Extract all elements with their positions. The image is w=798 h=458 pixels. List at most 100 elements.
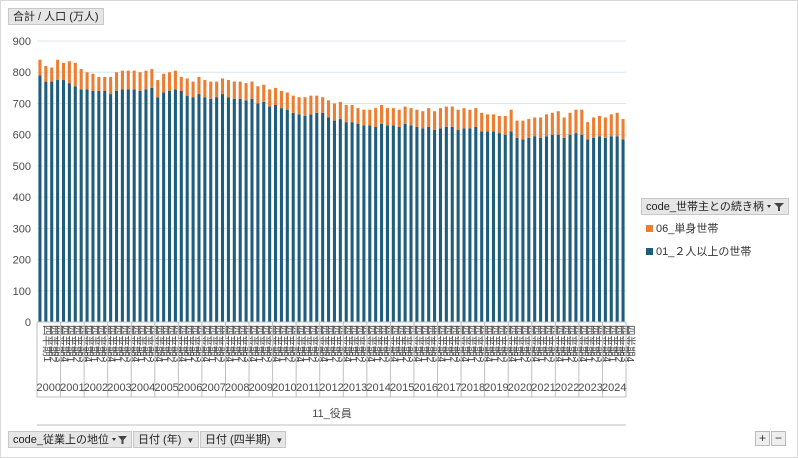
bar-single <box>279 90 283 109</box>
bar-household <box>438 128 442 322</box>
bar-household <box>173 89 177 323</box>
legend-filter-icon[interactable] <box>767 202 785 212</box>
bar-single <box>238 81 242 99</box>
bar-household <box>456 129 460 322</box>
x-tick-quarter: 四半期3 <box>595 325 608 362</box>
value-field-label: 合計 / 人口 (万人) <box>13 11 99 23</box>
bar-household <box>380 123 384 322</box>
bar-single <box>85 72 89 90</box>
bar-household <box>497 133 501 322</box>
x-tick-quarter: 四半期2 <box>235 325 248 362</box>
bar-household <box>427 126 431 322</box>
y-tick-label: 800 <box>13 67 31 79</box>
x-tick-year: 2005 <box>154 382 178 394</box>
bar-single <box>462 108 466 129</box>
x-tick-year: 2007 <box>201 382 225 394</box>
bar-household <box>491 131 496 322</box>
x-tick-quarter: 四半期4 <box>176 325 189 362</box>
x-tick-quarter: 四半期3 <box>547 325 560 362</box>
bar-single <box>226 80 230 98</box>
filter-year[interactable]: 日付 (年) ▼ <box>133 431 199 448</box>
bar-household <box>603 137 607 322</box>
bar-single <box>385 108 389 126</box>
bar-household <box>321 112 325 322</box>
value-field-button[interactable]: 合計 / 人口 (万人) <box>8 8 104 25</box>
bar-household <box>120 89 124 323</box>
x-tick-quarter: 四半期2 <box>259 325 272 362</box>
x-tick-quarter: 四半期1 <box>112 325 125 362</box>
legend-item-single[interactable]: 06_単身世帯 <box>646 220 718 236</box>
bar-single <box>244 83 248 101</box>
bar-household <box>279 108 283 322</box>
bar-single <box>232 81 236 99</box>
x-tick-year: 2003 <box>107 382 131 394</box>
x-tick-year: 2015 <box>390 382 414 394</box>
bar-single <box>380 105 384 124</box>
y-tick-label: 100 <box>13 286 31 298</box>
bar-household <box>97 90 101 322</box>
bar-single <box>150 69 154 88</box>
x-tick-quarter: 四半期3 <box>194 325 207 362</box>
x-axis-group-label: 11_役員 <box>312 406 352 420</box>
x-tick-quarter: 四半期1 <box>206 325 219 362</box>
filter-employment-status[interactable]: code_従業上の地位 <box>8 431 132 448</box>
bar-household <box>109 94 113 322</box>
legend-field-button[interactable]: code_世帯主との続き柄 <box>641 198 789 215</box>
bar-single <box>215 81 219 98</box>
bar-single <box>592 117 596 138</box>
bar-single <box>503 115 507 135</box>
bar-household <box>415 126 419 322</box>
x-tick-quarter: 四半期1 <box>300 325 313 362</box>
y-tick-label: 900 <box>13 36 31 48</box>
bar-single <box>126 70 130 90</box>
bar-single <box>438 108 442 129</box>
x-tick-quarter: 四半期3 <box>147 325 160 362</box>
collapse-button[interactable]: − <box>771 431 786 446</box>
x-tick-year: 2008 <box>225 382 249 394</box>
x-tick-year: 2023 <box>578 382 602 394</box>
x-tick-quarter: 四半期2 <box>94 325 107 362</box>
bar-household <box>114 90 119 322</box>
bar-household <box>568 134 572 322</box>
bar-household <box>232 98 236 322</box>
filter-quarter[interactable]: 日付 (四半期) ▼ <box>200 431 286 448</box>
bar-single <box>486 114 490 132</box>
bar-single <box>156 80 160 98</box>
x-tick-year: 2014 <box>366 382 390 394</box>
plus-icon: + <box>758 431 766 445</box>
bar-single <box>262 84 266 102</box>
bar-household <box>179 90 183 322</box>
bar-household <box>556 134 560 322</box>
bar-household <box>480 131 484 322</box>
x-tick-quarter: 四半期1 <box>253 325 266 362</box>
x-tick-quarter: 四半期1 <box>135 325 148 362</box>
bar-household <box>503 134 507 322</box>
x-tick-quarter: 四半期1 <box>88 325 101 362</box>
x-tick-quarter: 四半期3 <box>123 325 136 362</box>
legend-swatch-household <box>646 247 653 255</box>
x-tick-quarter: 四半期1 <box>371 325 384 362</box>
legend-item-household[interactable]: 01_２人以上の世帯 <box>646 243 751 259</box>
bar-single <box>185 78 189 96</box>
x-axis-ticks: 四半期1四半期2四半期3四半期4四半期1四半期2四半期3四半期4四半期1四半期2… <box>36 321 637 426</box>
bar-household <box>362 125 366 322</box>
bar-single <box>332 103 336 121</box>
bar-single <box>144 70 148 90</box>
bar-single <box>539 117 543 138</box>
expand-button[interactable]: + <box>755 431 770 446</box>
x-tick-quarter: 四半期2 <box>70 325 83 362</box>
x-tick-quarter: 四半期4 <box>600 325 613 362</box>
x-tick-quarter: 四半期3 <box>430 325 443 362</box>
bar-household <box>215 97 219 322</box>
bar-single <box>79 69 83 90</box>
x-tick-quarter: 四半期2 <box>518 325 531 362</box>
bar-household <box>615 136 619 322</box>
legend-label-household: 01_２人以上の世帯 <box>656 246 752 258</box>
bar-household <box>61 80 66 323</box>
bar-household <box>327 117 331 322</box>
bar-household <box>385 125 389 322</box>
bar-household <box>509 131 513 322</box>
bar-household <box>156 97 160 322</box>
bar-household <box>374 126 378 322</box>
